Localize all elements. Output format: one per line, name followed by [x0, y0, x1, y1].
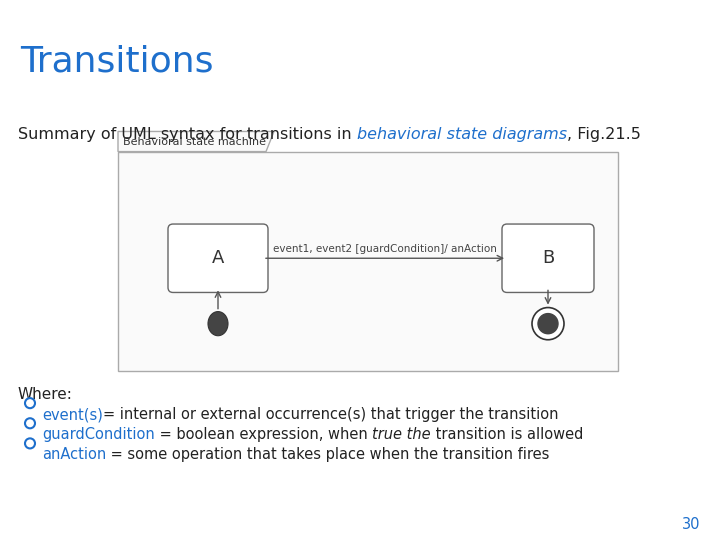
FancyBboxPatch shape: [502, 224, 594, 293]
Ellipse shape: [208, 312, 228, 336]
Circle shape: [25, 398, 35, 408]
Text: B: B: [542, 249, 554, 267]
Text: Transitions: Transitions: [20, 44, 214, 78]
Text: transition is allowed: transition is allowed: [431, 427, 583, 442]
Polygon shape: [118, 131, 274, 152]
Text: Where:: Where:: [18, 387, 73, 402]
Text: behavioral state diagrams: behavioral state diagrams: [356, 127, 567, 143]
Text: Behavioral state machine: Behavioral state machine: [123, 137, 266, 146]
Circle shape: [25, 438, 35, 448]
Text: 30: 30: [682, 517, 700, 532]
Circle shape: [532, 308, 564, 340]
Text: anAction: anAction: [42, 448, 107, 462]
Text: , Fig.21.5: , Fig.21.5: [567, 127, 641, 143]
Text: = internal or external occurrence(s) that trigger the transition: = internal or external occurrence(s) tha…: [103, 407, 559, 422]
Text: Summary of UML syntax for transitions in: Summary of UML syntax for transitions in: [18, 127, 356, 143]
Circle shape: [25, 418, 35, 428]
Text: = some operation that takes place when the transition fires: = some operation that takes place when t…: [107, 448, 549, 462]
Text: true the: true the: [372, 427, 431, 442]
Text: A: A: [212, 249, 224, 267]
FancyBboxPatch shape: [168, 224, 268, 293]
Text: event1, event2 [guardCondition]/ anAction: event1, event2 [guardCondition]/ anActio…: [273, 244, 497, 254]
Text: = boolean expression, when: = boolean expression, when: [155, 427, 372, 442]
FancyBboxPatch shape: [118, 152, 618, 371]
Text: guardCondition: guardCondition: [42, 427, 155, 442]
Text: event(s): event(s): [42, 407, 103, 422]
Circle shape: [538, 314, 558, 334]
